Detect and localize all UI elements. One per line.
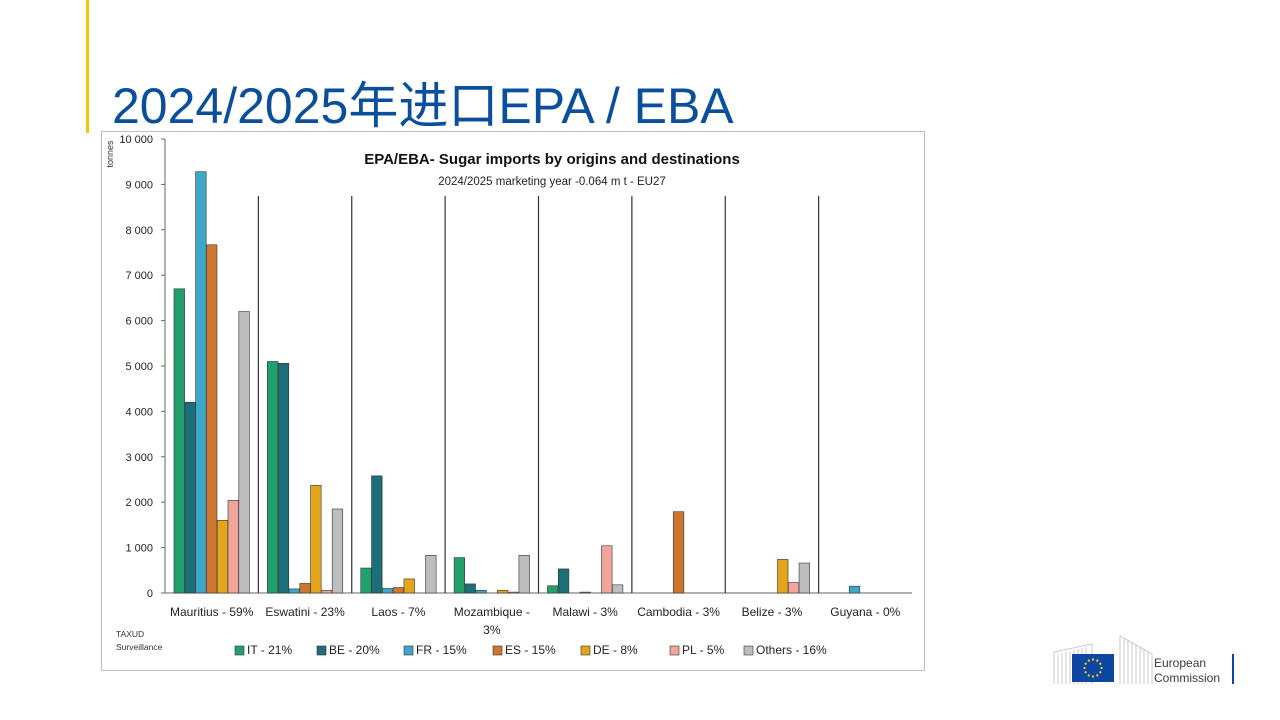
x-tick-label: Mauritius - 59% bbox=[170, 605, 254, 619]
bar bbox=[173, 288, 185, 594]
eu-star-icon bbox=[1084, 671, 1087, 674]
bar bbox=[216, 520, 229, 594]
y-tick-label: 3 000 bbox=[125, 452, 153, 464]
bar bbox=[321, 589, 333, 594]
european-commission-logo: European Commission bbox=[1052, 632, 1242, 688]
bar bbox=[507, 591, 520, 594]
bar bbox=[848, 585, 861, 594]
bar bbox=[475, 589, 487, 594]
legend-swatch bbox=[580, 645, 591, 656]
eu-star-icon bbox=[1091, 658, 1095, 661]
y-tick-label: 10 000 bbox=[119, 134, 153, 146]
eu-star-icon bbox=[1096, 674, 1099, 677]
chart-title: EPA/EBA- Sugar imports by origins and de… bbox=[364, 151, 740, 168]
ec-wordmark-line2: Commission bbox=[1154, 671, 1221, 685]
eu-flag-icon bbox=[1072, 654, 1114, 682]
ec-wordmark: European Commission bbox=[1154, 656, 1220, 686]
bar bbox=[195, 171, 207, 594]
bar bbox=[206, 244, 218, 594]
bar bbox=[425, 555, 437, 594]
bar bbox=[672, 511, 685, 594]
bar bbox=[579, 591, 591, 594]
bar bbox=[299, 583, 311, 594]
x-tick-label: Malawi - 3% bbox=[553, 605, 619, 619]
y-tick-label: 1 000 bbox=[125, 543, 153, 555]
legend-label: ES - 15% bbox=[505, 643, 556, 657]
bar bbox=[787, 582, 800, 594]
bar bbox=[777, 559, 789, 594]
bar bbox=[601, 545, 613, 594]
bar bbox=[497, 589, 509, 594]
eu-star-icon bbox=[1096, 659, 1099, 662]
legend-swatch bbox=[403, 645, 414, 656]
chart-container: EPA/EBA- Sugar imports by origins and de… bbox=[101, 131, 925, 671]
legend-label: BE - 20% bbox=[329, 643, 380, 657]
x-tick-label: Mozambique - bbox=[454, 605, 530, 619]
bar bbox=[403, 578, 415, 594]
bar bbox=[267, 361, 279, 594]
eu-star-icon bbox=[1099, 671, 1102, 674]
eu-star-icon bbox=[1087, 659, 1090, 662]
legend-swatch bbox=[234, 645, 245, 656]
bar bbox=[238, 311, 250, 594]
eu-star-icon bbox=[1100, 666, 1103, 670]
bar bbox=[611, 584, 624, 594]
chart-subtitle: 2024/2025 marketing year -0.064 m t - EU… bbox=[438, 176, 666, 188]
x-tick-label: Belize - 3% bbox=[742, 605, 803, 619]
legend-swatch bbox=[743, 645, 754, 656]
source-note: TAXUD bbox=[116, 629, 144, 639]
ec-wordmark-line1: European bbox=[1154, 656, 1207, 670]
bar bbox=[798, 562, 810, 594]
legend-label: DE - 8% bbox=[593, 643, 638, 657]
y-tick-label: 7 000 bbox=[125, 270, 153, 282]
chart-svg: EPA/EBA- Sugar imports by origins and de… bbox=[105, 134, 912, 657]
y-tick-label: 2 000 bbox=[125, 497, 153, 509]
bar bbox=[288, 588, 300, 594]
eu-star-icon bbox=[1084, 662, 1087, 665]
bar bbox=[392, 587, 405, 594]
y-axis-label: tonnes bbox=[105, 140, 115, 168]
bar bbox=[557, 568, 570, 594]
legend-swatch bbox=[316, 645, 327, 656]
eu-star-icon bbox=[1087, 674, 1090, 677]
eu-star-icon bbox=[1083, 666, 1086, 670]
x-tick-label: 3% bbox=[483, 623, 501, 637]
x-tick-label: Laos - 7% bbox=[371, 605, 425, 619]
y-tick-label: 4 000 bbox=[125, 406, 153, 418]
y-tick-label: 8 000 bbox=[125, 225, 153, 237]
y-tick-label: 6 000 bbox=[125, 316, 153, 328]
bar bbox=[331, 508, 344, 594]
legend-swatch bbox=[492, 645, 503, 656]
legend-label: Others - 16% bbox=[756, 643, 827, 657]
title-accent-line bbox=[86, 0, 89, 133]
slide-title: 2024/2025年进口EPA / EBA bbox=[112, 78, 734, 134]
legend-label: PL - 5% bbox=[682, 643, 725, 657]
bar bbox=[382, 588, 394, 594]
source-note: Surveillance bbox=[116, 642, 163, 652]
eu-star-icon bbox=[1099, 662, 1102, 665]
x-tick-label: Guyana - 0% bbox=[830, 605, 900, 619]
bar bbox=[277, 362, 290, 594]
x-tick-label: Eswatini - 23% bbox=[265, 605, 345, 619]
eu-star-icon bbox=[1091, 675, 1095, 678]
y-tick-label: 0 bbox=[147, 588, 153, 600]
y-tick-label: 5 000 bbox=[125, 361, 153, 373]
x-tick-label: Cambodia - 3% bbox=[637, 605, 720, 619]
ec-logo-bar bbox=[1232, 654, 1234, 684]
legend-swatch bbox=[669, 645, 680, 656]
y-tick-label: 9 000 bbox=[125, 179, 153, 191]
bar bbox=[371, 475, 383, 594]
bar bbox=[310, 485, 322, 594]
legend-label: FR - 15% bbox=[416, 643, 467, 657]
bar bbox=[360, 567, 372, 594]
bar bbox=[464, 583, 476, 594]
bar bbox=[184, 402, 196, 594]
bar bbox=[547, 585, 559, 594]
bar bbox=[227, 500, 239, 594]
legend-label: IT - 21% bbox=[247, 643, 292, 657]
bar bbox=[518, 555, 530, 594]
bar bbox=[453, 557, 466, 594]
